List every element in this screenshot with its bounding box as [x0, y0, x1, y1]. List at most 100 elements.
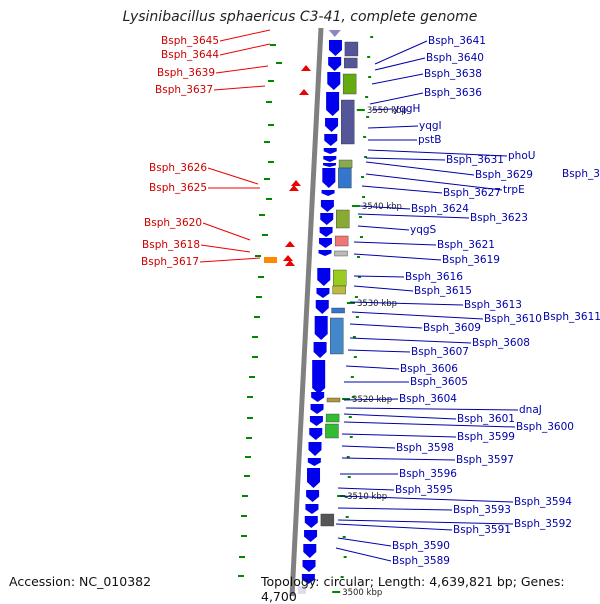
gene-label-bsph-3629[interactable]: Bsph_3629 [475, 169, 533, 181]
reverse-gene-arrow [283, 255, 293, 261]
gene-label-yqgh[interactable]: yqgH [393, 103, 420, 115]
tick-mark [365, 96, 369, 98]
forward-gene-arrow [319, 238, 333, 248]
leader-line [345, 407, 519, 411]
gene-label-bsph-3620[interactable]: Bsph_3620 [144, 217, 202, 229]
tick-mark [342, 536, 346, 538]
tick-mark [354, 296, 358, 298]
gene-label-bsph-3644[interactable]: Bsph_3644 [161, 49, 219, 61]
forward-gene-arrow [323, 163, 337, 167]
tick-mark [364, 156, 368, 158]
gene-label-bsph-3589[interactable]: Bsph_3589 [392, 555, 450, 567]
gene-label-bsph-3626[interactable]: Bsph_3626 [149, 162, 207, 174]
gene-label-bsph-3597[interactable]: Bsph_3597 [456, 454, 514, 466]
leader-line [359, 205, 411, 210]
gene-label-bsph-3601[interactable]: Bsph_3601 [457, 413, 515, 425]
gene-label-bsph-3599[interactable]: Bsph_3599 [457, 431, 515, 443]
gene-label-bsph-3625[interactable]: Bsph_3625 [149, 182, 207, 194]
leader-line [349, 337, 472, 344]
gene-label-pstb[interactable]: pstB [418, 134, 441, 146]
tick-mark [361, 176, 365, 178]
tick-mark [367, 56, 371, 58]
gene-label-bsph-3590[interactable]: Bsph_3590 [392, 540, 450, 552]
gene-label-bsph-3636[interactable]: Bsph_3636 [424, 87, 482, 99]
tick-mark [241, 515, 247, 517]
leader-line [200, 244, 251, 253]
tick-mark [258, 276, 264, 278]
forward-gene-arrow [302, 560, 316, 572]
tick-mark [264, 178, 270, 180]
gene-label-bsph-3607[interactable]: Bsph_3607 [411, 346, 469, 358]
cds-box [341, 99, 355, 145]
gene-label-trpe[interactable]: trpE [503, 184, 525, 196]
gene-label-bsph-3613[interactable]: Bsph_3613 [464, 299, 522, 311]
gene-label-phou[interactable]: phoU [508, 150, 535, 162]
gene-label-bsph-3623[interactable]: Bsph_3623 [470, 212, 528, 224]
gene-label-dnaj[interactable]: dnaJ [519, 404, 542, 416]
cds-box [342, 73, 357, 95]
gene-label-bsph-3592[interactable]: Bsph_3592 [514, 518, 572, 530]
forward-gene-arrow [301, 574, 315, 584]
forward-gene-arrow [328, 40, 342, 56]
gene-label-bsph-3598[interactable]: Bsph_3598 [396, 442, 454, 454]
gene-label-bsph-3619[interactable]: Bsph_3619 [442, 254, 500, 266]
forward-gene-arrow [323, 156, 337, 162]
gene-label-bsph-3600[interactable]: Bsph_3600 [516, 421, 574, 433]
gene-block [298, 586, 306, 594]
gene-label-bsph-3606[interactable]: Bsph_3606 [400, 363, 458, 375]
gene-label-yqgi[interactable]: yqgI [419, 120, 442, 132]
leader-line [353, 275, 405, 278]
gene-label-bsph-3609[interactable]: Bsph_3609 [423, 322, 481, 334]
forward-gene-arrow [309, 428, 323, 440]
kbp-label: 3530 kbp [357, 299, 397, 309]
leader-line [337, 507, 453, 511]
gene-label-bsph-3645[interactable]: Bsph_3645 [161, 35, 219, 47]
gene-label-bsph-3641[interactable]: Bsph_3641 [428, 35, 486, 47]
cds-box [331, 307, 345, 314]
gene-label-bsph-3596[interactable]: Bsph_3596 [399, 468, 457, 480]
tick-mark [254, 316, 260, 318]
gene-label-bsph-3630[interactable]: Bsph_3630 [562, 168, 600, 180]
gene-label-bsph-3608[interactable]: Bsph_3608 [472, 337, 530, 349]
gene-label-bsph-3624[interactable]: Bsph_3624 [411, 203, 469, 215]
forward-gene-arrow [304, 530, 318, 542]
gene-block-orange [264, 257, 277, 263]
cds-box [336, 209, 350, 229]
leader-line [349, 323, 423, 329]
gene-label-bsph-3605[interactable]: Bsph_3605 [410, 376, 468, 388]
gene-label-bsph-3637[interactable]: Bsph_3637 [155, 84, 213, 96]
gene-label-bsph-3604[interactable]: Bsph_3604 [399, 393, 457, 405]
gene-label-bsph-3595[interactable]: Bsph_3595 [395, 484, 453, 496]
gene-label-bsph-3611[interactable]: Bsph_3611 [543, 311, 600, 323]
tick-mark [241, 535, 247, 537]
gene-label-bsph-3638[interactable]: Bsph_3638 [424, 68, 482, 80]
cds-box [334, 235, 349, 247]
gene-label-yqgs[interactable]: yqgS [410, 224, 437, 236]
tick-mark [356, 256, 360, 258]
gene-label-bsph-3640[interactable]: Bsph_3640 [426, 52, 484, 64]
gene-label-bsph-3621[interactable]: Bsph_3621 [437, 239, 495, 251]
leader-line [207, 167, 259, 185]
forward-gene-arrow [328, 57, 342, 71]
gene-label-bsph-3615[interactable]: Bsph_3615 [414, 285, 472, 297]
cds-box [320, 513, 335, 527]
gene-label-bsph-3639[interactable]: Bsph_3639 [157, 67, 215, 79]
gene-label-bsph-3631[interactable]: Bsph_3631 [446, 154, 504, 166]
gene-label-bsph-3617[interactable]: Bsph_3617 [141, 256, 199, 268]
gene-label-bsph-3593[interactable]: Bsph_3593 [453, 504, 511, 516]
leader-line [374, 57, 426, 71]
gene-label-bsph-3594[interactable]: Bsph_3594 [514, 496, 572, 508]
leader-line [371, 108, 393, 111]
gene-label-bsph-3618[interactable]: Bsph_3618 [142, 239, 200, 251]
leader-line [213, 85, 266, 91]
gene-label-bsph-3610[interactable]: Bsph_3610 [484, 313, 542, 325]
leader-line [341, 445, 396, 449]
leader-line [199, 257, 261, 263]
gene-label-bsph-3616[interactable]: Bsph_3616 [405, 271, 463, 283]
forward-gene-arrow [312, 360, 326, 394]
gene-label-bsph-3627[interactable]: Bsph_3627 [443, 187, 501, 199]
gene-label-bsph-3591[interactable]: Bsph_3591 [453, 524, 511, 536]
tick-mark [255, 255, 261, 257]
forward-gene-arrow [313, 342, 327, 358]
